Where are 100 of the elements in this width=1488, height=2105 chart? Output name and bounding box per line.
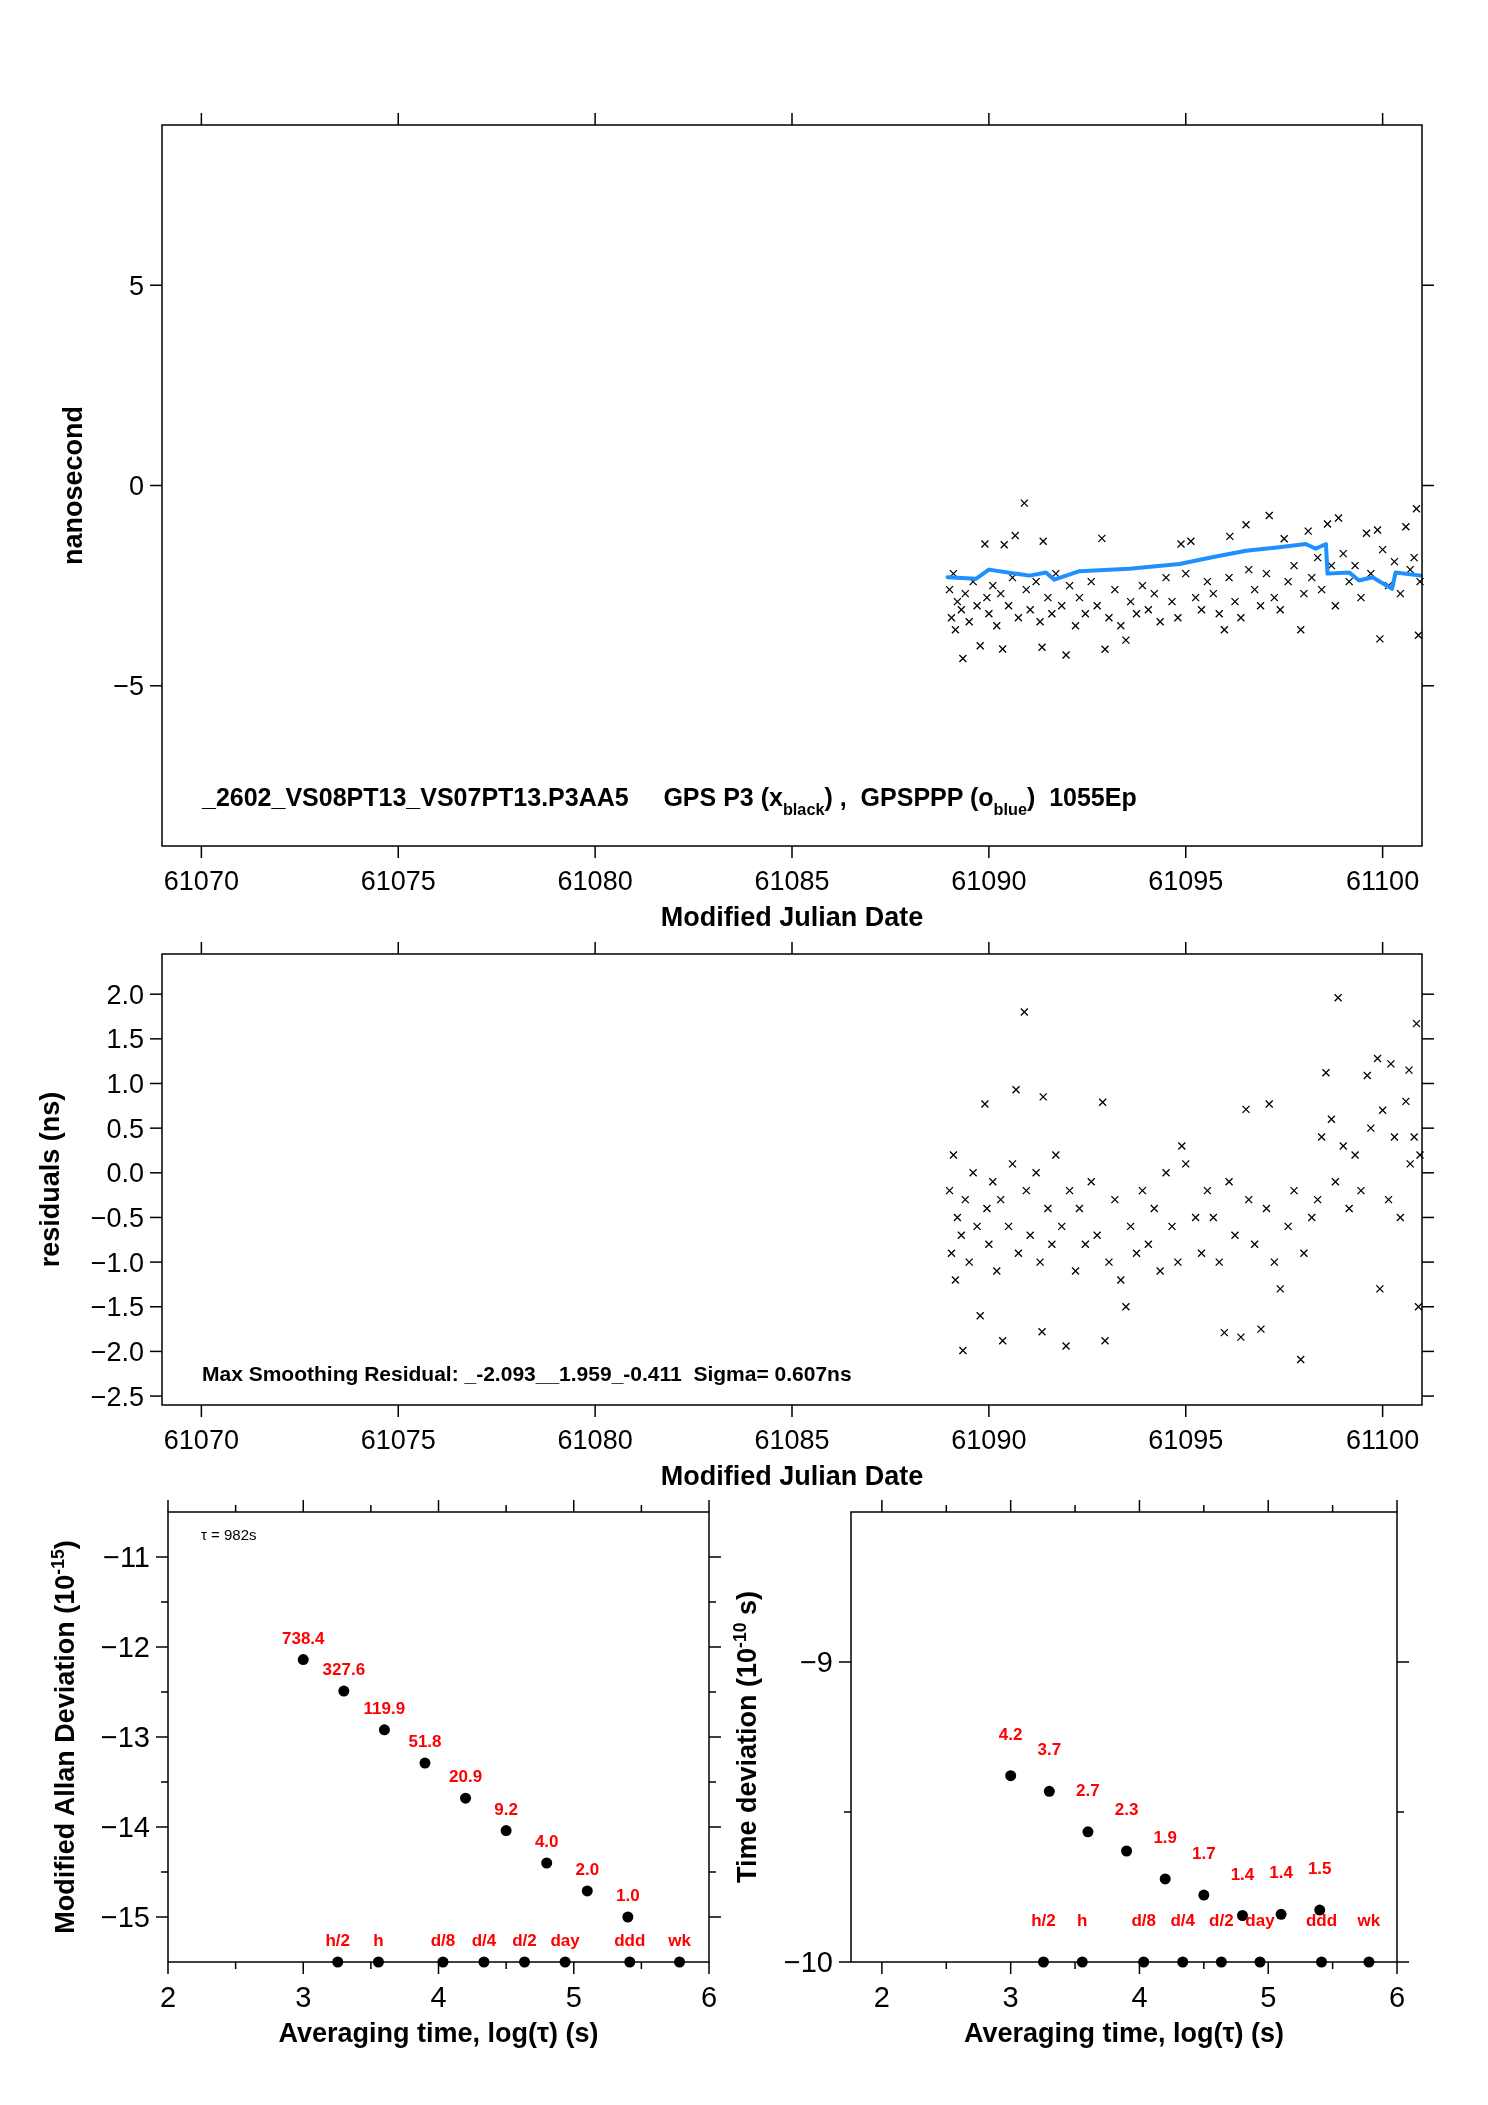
annotation: 738.4 (281, 1628, 326, 1648)
x-axis-title: Modified Julian Date (660, 902, 924, 932)
annotation: wk (667, 1931, 692, 1950)
annotation: 3.7 (1037, 1740, 1062, 1760)
x-tick-label: 5 (1260, 1981, 1277, 2014)
annotation: Max Smoothing Residual: _-2.093__1.959_-0.411 Sigma= 0.607ns (202, 1362, 852, 1385)
point (1043, 1785, 1055, 1797)
point (1121, 1845, 1133, 1857)
x-tick-label: 61100 (1346, 1424, 1420, 1455)
y-tick-label: −2.5 (90, 1381, 144, 1412)
point (338, 1685, 350, 1697)
line-series (945, 541, 1423, 591)
point (297, 1654, 309, 1666)
annotation: 51.8 (408, 1732, 442, 1752)
x-tick-label: 61080 (557, 865, 633, 896)
annotation: 4.0 (534, 1832, 559, 1851)
x-tick-label: 6 (1388, 1981, 1406, 2014)
x-tick-label: 61075 (360, 865, 436, 896)
annotation: 2.7 (1076, 1780, 1100, 1800)
y-tick-label: 1.0 (106, 1068, 144, 1099)
point (1082, 1826, 1094, 1838)
y-tick-label: 0 (128, 470, 144, 501)
x-tick-label: 61095 (1148, 1424, 1224, 1455)
point (541, 1857, 553, 1869)
y-tick-label: −15 (100, 1901, 150, 1934)
annotation: wk (1356, 1911, 1381, 1930)
annotation: h (1077, 1911, 1088, 1930)
annotation: 20.9 (449, 1767, 483, 1787)
x-tick-label: 4 (1131, 1981, 1148, 2014)
annotation: 1.7 (1192, 1844, 1216, 1864)
y-tick-label: −14 (100, 1811, 150, 1844)
point (1159, 1873, 1171, 1885)
annotation: _2602_VS08PT13_VS07PT13.P3AA5 GPS P3 (x$_{black}$) , GPSPPP (o$_{blue}$) 1055Ep (201, 783, 1137, 818)
annotation: 4.2 (998, 1724, 1023, 1744)
x-axis-title: Modified Julian Date (660, 1461, 924, 1491)
x-axis-title: Averaging time, log(τ) (s) (963, 2018, 1285, 2048)
x-tick-label: 61070 (163, 865, 239, 896)
x-tick-label: 6 (700, 1981, 718, 2014)
y-tick-label: −1.0 (90, 1247, 144, 1278)
annotation: 2.3 (1114, 1800, 1139, 1819)
x-tick-label: 4 (430, 1981, 447, 2014)
x-tick-label: 3 (295, 1981, 312, 2014)
y-tick-label: 2.0 (106, 979, 144, 1010)
annotation: 1.0 (616, 1886, 640, 1905)
x-axis-title: Averaging time, log(τ) (s) (278, 2018, 599, 2048)
x-tick-label: 3 (1002, 1981, 1019, 2014)
x-tick-label: 2 (873, 1981, 890, 2014)
y-tick-label: −1.5 (90, 1292, 144, 1323)
annotation: 1.4 (1230, 1864, 1255, 1884)
annotation: d/2 (1209, 1911, 1234, 1930)
y-tick-label: −0.5 (90, 1202, 144, 1233)
annotation: 9.2 (494, 1799, 518, 1819)
annotation: d/4 (471, 1931, 497, 1950)
point (1275, 1908, 1287, 1920)
x-tick-label: 61095 (1148, 865, 1224, 896)
y-tick-label: 0.5 (106, 1113, 144, 1144)
x-tick-label: 61080 (557, 1424, 633, 1455)
x-tick-label: 61090 (951, 1424, 1027, 1455)
point (460, 1792, 472, 1804)
y-tick-label: 1.5 (106, 1024, 144, 1055)
y-tick-label: −11 (102, 1541, 150, 1574)
annotation: 1.5 (1307, 1859, 1332, 1879)
y-tick-label: −9 (799, 1646, 833, 1679)
y-tick-label: −5 (113, 671, 144, 702)
point (1005, 1770, 1017, 1782)
y-tick-label: 5 (128, 270, 144, 301)
annotation: h/2 (325, 1931, 351, 1950)
annotation: 1.4 (1269, 1863, 1294, 1883)
point (378, 1724, 390, 1736)
point (500, 1825, 512, 1837)
annotation: 119.9 (363, 1698, 406, 1718)
point (622, 1911, 634, 1923)
x-tick-label: 61085 (754, 1424, 830, 1455)
x-tick-label: 61090 (951, 865, 1027, 896)
annotation: h (373, 1931, 384, 1950)
annotation: ddd (1305, 1911, 1338, 1930)
y-tick-label: −13 (100, 1721, 150, 1754)
annotation: day (550, 1931, 581, 1950)
annotation: ddd (614, 1931, 646, 1950)
annotation: 1.9 (1153, 1827, 1178, 1847)
point (419, 1757, 431, 1769)
x-tick-label: 61100 (1346, 865, 1420, 896)
y-tick-label: −12 (100, 1631, 150, 1664)
y-axis-title: residuals (ns) (35, 1091, 65, 1268)
y-axis-title: nanosecond (58, 405, 88, 566)
y-tick-label: −2.0 (90, 1336, 144, 1367)
annotation: h/2 (1031, 1911, 1056, 1930)
annotation: d/4 (1170, 1911, 1196, 1930)
x-tick-label: 61085 (754, 865, 830, 896)
point (1198, 1889, 1210, 1901)
annotation: d/8 (430, 1931, 456, 1950)
x-tick-label: 61070 (163, 1424, 239, 1455)
x-tick-label: 5 (565, 1981, 582, 2014)
annotation: day (1245, 1911, 1276, 1930)
annotation: d/8 (1131, 1911, 1156, 1930)
x-tick-label: 61075 (360, 1424, 436, 1455)
annotation: 327.6 (322, 1660, 366, 1680)
annotation: 2.0 (575, 1859, 600, 1879)
point (581, 1885, 593, 1897)
y-tick-label: 0.0 (106, 1158, 144, 1189)
